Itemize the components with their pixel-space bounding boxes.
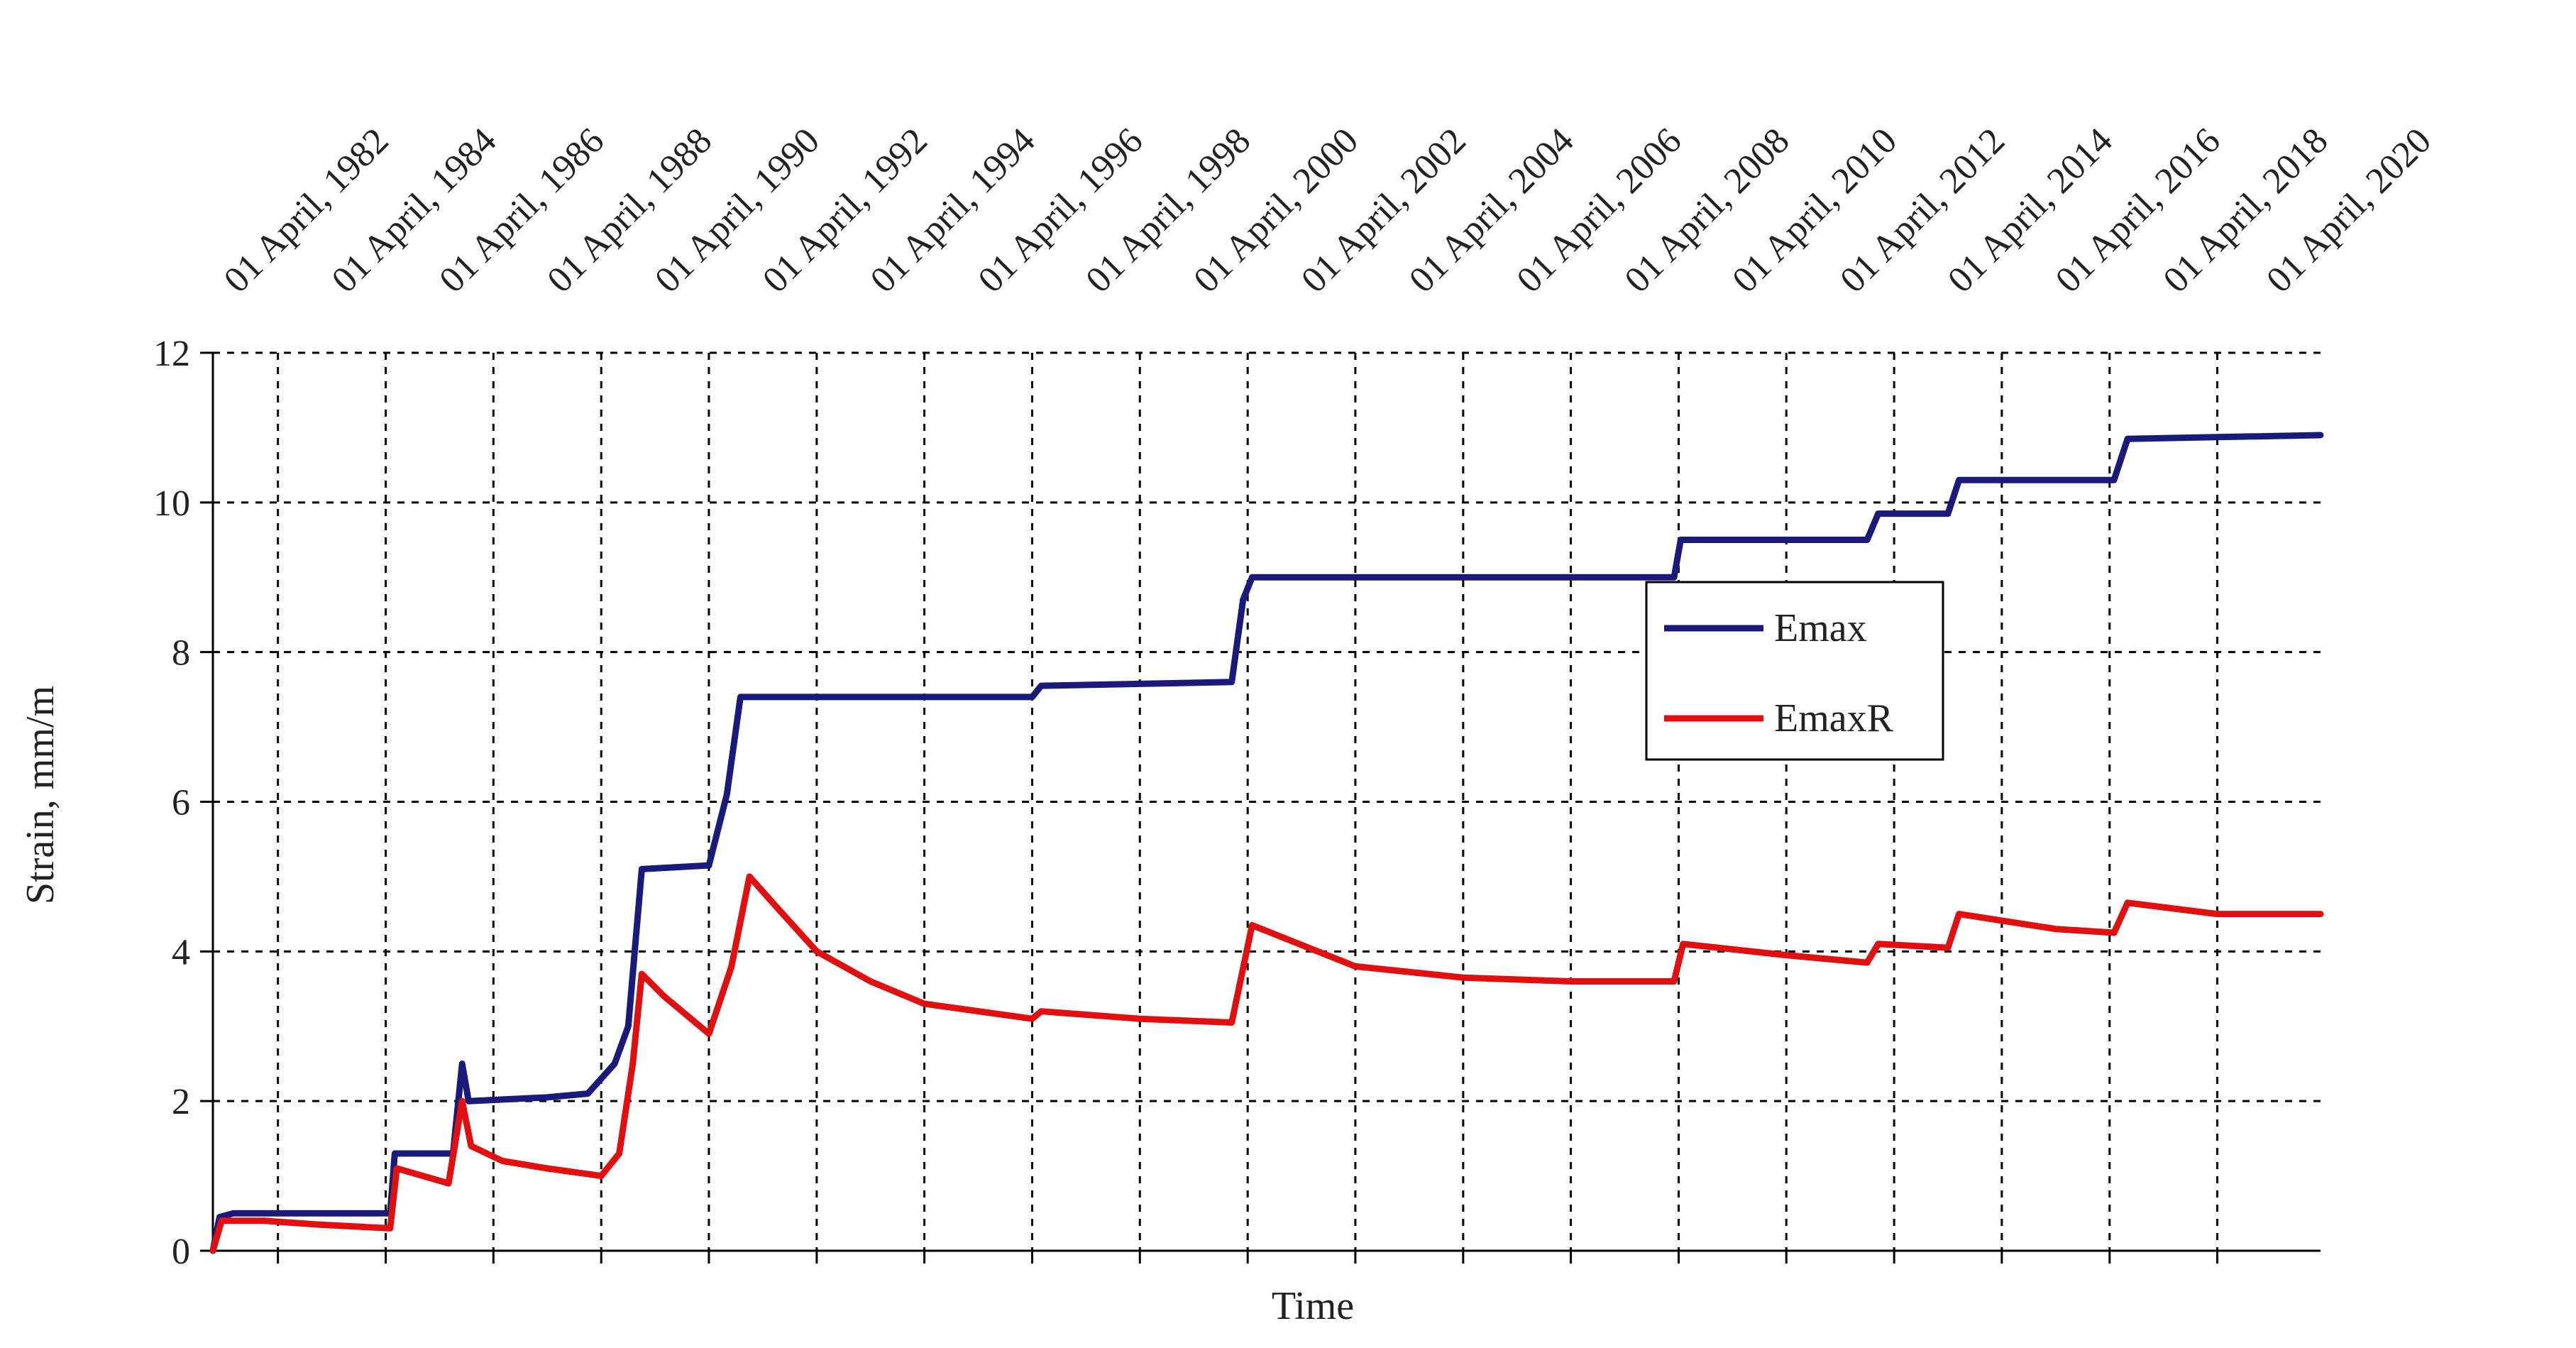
series-lines	[209, 432, 2324, 1254]
legend-label-emaxr: EmaxR	[1774, 696, 1894, 740]
y-tick-label: 4	[172, 932, 190, 972]
series-line-emax	[209, 432, 2324, 1254]
legend-box	[1645, 581, 1944, 761]
y-tick-label: 0	[172, 1232, 190, 1272]
legend: Emax EmaxR	[1645, 581, 1944, 761]
y-tick-label: 10	[153, 483, 190, 524]
legend-label-emax: Emax	[1774, 606, 1867, 650]
series-line-emaxr	[209, 873, 2324, 1254]
y-axis-title: Strain, mm/m	[18, 686, 62, 904]
y-tick-label: 8	[172, 633, 190, 674]
grid	[213, 351, 2321, 1251]
y-tick-label: 2	[172, 1082, 190, 1122]
y-tick-labels: 0 2 4 6 8 10 12	[153, 334, 190, 1272]
x-axis-title: Time	[1272, 1284, 1354, 1328]
axes	[200, 351, 2321, 1264]
y-tick-label: 12	[153, 334, 190, 374]
y-tick-label: 6	[172, 783, 190, 823]
